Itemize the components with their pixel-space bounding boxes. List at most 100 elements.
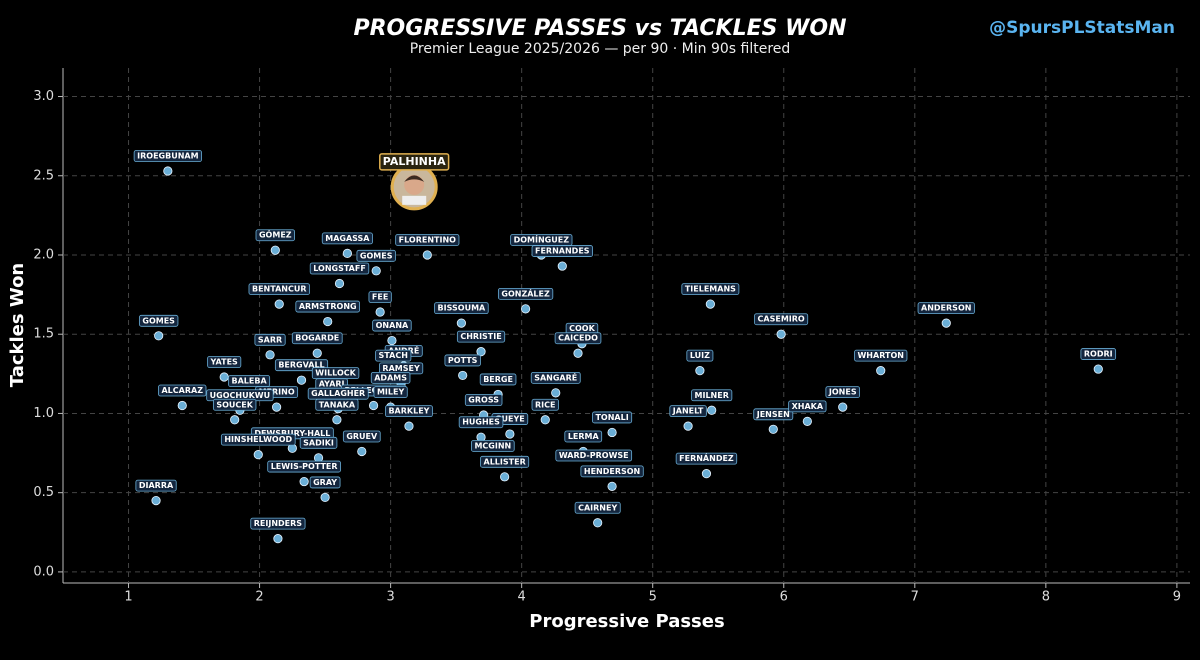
point-label: TANAKA bbox=[319, 400, 356, 409]
point bbox=[332, 415, 342, 425]
point-label-box bbox=[531, 398, 559, 411]
point-label: TIELEMANS bbox=[685, 285, 736, 294]
x-tick-label: 5 bbox=[649, 590, 657, 605]
point-label-box bbox=[854, 349, 908, 362]
point-label-group: WILLOCK bbox=[311, 367, 360, 379]
point-label-box bbox=[321, 232, 373, 245]
point-label-group: BISSOUMA bbox=[434, 302, 489, 315]
point-label-box bbox=[554, 332, 602, 345]
point-label-group: RODRI bbox=[1080, 348, 1117, 360]
point-label: MILNER bbox=[695, 391, 729, 400]
point-label-box bbox=[135, 479, 177, 492]
point-label: GALLAGHER bbox=[311, 389, 365, 398]
point-label: BOGARDE bbox=[295, 334, 339, 343]
point-label: FLORENTINO bbox=[399, 235, 457, 244]
point-label: GUEYE bbox=[495, 415, 525, 424]
point-label: WILLOCK bbox=[315, 369, 356, 378]
point-label: RAMSEY bbox=[382, 364, 420, 373]
point-label: LUIZ bbox=[690, 351, 710, 360]
point-label-group: YATES bbox=[207, 356, 242, 368]
point-label: ALCARAZ bbox=[161, 386, 203, 395]
point-label-group: JANELT bbox=[669, 405, 707, 418]
point-label: TONALI bbox=[595, 413, 628, 422]
point-label-group: SOUCEK bbox=[212, 398, 257, 411]
point-label-group: BARKLEY bbox=[385, 405, 433, 418]
point-label-group: SARR bbox=[254, 333, 286, 346]
hair bbox=[404, 175, 425, 182]
point-label: LEWIS-POTTER bbox=[271, 462, 338, 471]
point-label-box bbox=[250, 517, 306, 530]
x-tick-label: 7 bbox=[911, 590, 919, 605]
point-label-box bbox=[788, 400, 827, 413]
point bbox=[177, 400, 187, 411]
point bbox=[334, 278, 345, 289]
point-label-group: PALHINHA bbox=[379, 153, 450, 171]
point bbox=[607, 427, 617, 438]
point-label-box bbox=[370, 371, 411, 384]
point-label-box bbox=[675, 452, 738, 465]
point bbox=[404, 421, 414, 431]
point bbox=[151, 495, 161, 506]
point-label: FEE bbox=[372, 293, 388, 302]
point-label-group: GONZÁLEZ bbox=[497, 287, 554, 300]
point-label-box bbox=[356, 249, 396, 262]
point-label: FERNÁNDEZ bbox=[679, 452, 734, 463]
point-label: JENSEN bbox=[756, 410, 790, 419]
point-label-group: WARD-PROWSE bbox=[555, 449, 633, 462]
point-label: POTTS bbox=[448, 356, 478, 365]
point bbox=[695, 366, 705, 376]
point-label-group: IROEGBUNAM bbox=[133, 150, 202, 162]
x-tick-label: 2 bbox=[255, 590, 263, 605]
point-label-group: LERMA bbox=[564, 430, 603, 443]
point-label-group: SADIKI bbox=[299, 436, 338, 449]
point-label-group: GRUEV bbox=[342, 430, 381, 443]
point-label-box bbox=[434, 302, 489, 315]
point-label-box bbox=[372, 319, 412, 332]
shirt bbox=[402, 195, 427, 205]
point bbox=[593, 518, 603, 528]
point-label: XHAKA bbox=[792, 402, 824, 411]
point bbox=[838, 402, 848, 412]
point bbox=[387, 335, 397, 346]
point-label-group: LUIZ bbox=[686, 349, 714, 362]
point-label-box bbox=[255, 229, 295, 242]
point-label: CASEMIRO bbox=[758, 315, 805, 324]
point-label: GROSS bbox=[468, 396, 499, 405]
point-label: HUGHES bbox=[462, 418, 500, 427]
x-tick-label: 8 bbox=[1042, 590, 1050, 605]
point-label-box bbox=[342, 430, 381, 443]
point bbox=[163, 166, 173, 176]
y-tick-label: 1.5 bbox=[33, 327, 54, 342]
point-label: WARD-PROWSE bbox=[559, 451, 629, 460]
point-label-group: ADAMS bbox=[370, 371, 411, 384]
point-label-box bbox=[267, 460, 341, 473]
point-label: SOUCEK bbox=[216, 400, 253, 409]
point bbox=[941, 318, 951, 328]
point bbox=[342, 248, 352, 258]
point-label-box bbox=[669, 405, 707, 418]
point-label: BERGVALL bbox=[278, 361, 324, 370]
point-label-box bbox=[574, 501, 621, 514]
point-label: BENTANCUR bbox=[252, 285, 307, 294]
point-label-box bbox=[464, 394, 503, 406]
point-label-group: CASEMIRO bbox=[754, 313, 809, 326]
point-label-box bbox=[681, 283, 740, 296]
point-label: PALHINHA bbox=[383, 155, 446, 168]
point-label: CHRISTIE bbox=[460, 332, 501, 341]
point-label-box bbox=[458, 416, 504, 429]
point-label-group: TANAKA bbox=[315, 398, 359, 411]
x-tick-label: 6 bbox=[780, 590, 788, 605]
point-label-group: TONALI bbox=[592, 411, 633, 424]
point-label: GÓMEZ bbox=[259, 229, 292, 240]
point-label-group: MAGASSA bbox=[321, 232, 373, 245]
point bbox=[701, 469, 712, 479]
y-tick-label: 1.0 bbox=[33, 406, 54, 421]
point-label: RICE bbox=[535, 400, 555, 409]
point-label: FERNANDES bbox=[535, 247, 590, 256]
point-label-box bbox=[592, 411, 633, 424]
point-label-box bbox=[691, 389, 733, 402]
point-label: GRAY bbox=[313, 478, 337, 487]
point-label-box bbox=[315, 398, 359, 411]
watermark: @SpursPLStatsMan bbox=[989, 18, 1175, 38]
